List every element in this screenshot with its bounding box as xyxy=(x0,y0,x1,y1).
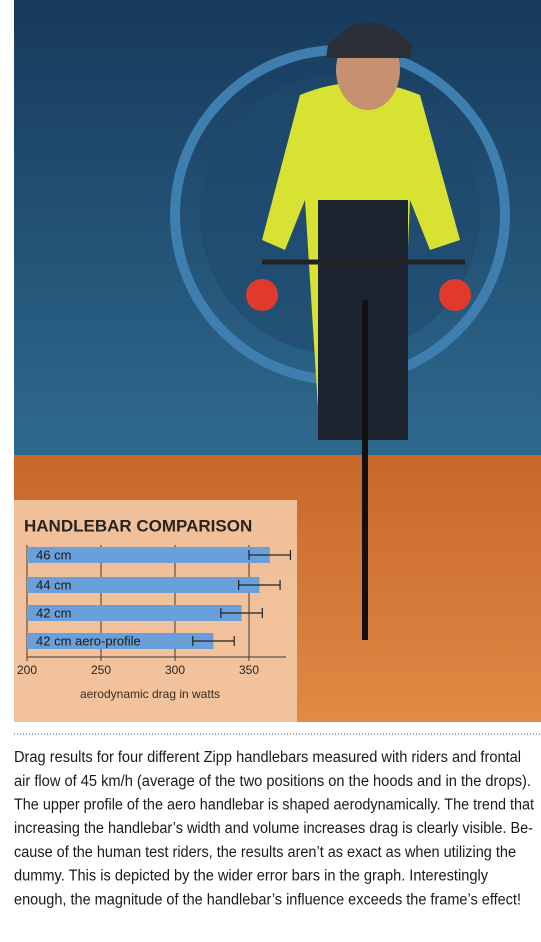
error-bar xyxy=(220,608,263,618)
bar xyxy=(27,633,214,649)
caption: Drag results for four different Zipp han… xyxy=(14,749,535,908)
caption-line: cause of the human test riders, the resu… xyxy=(14,844,516,861)
caption-line: enough, the magnitude of the handlebar’s… xyxy=(14,891,521,908)
x-tick-label: 200 xyxy=(17,663,37,677)
bar-label: 42 cm xyxy=(36,605,71,620)
chart-title: HANDLEBAR COMPARISON xyxy=(24,516,252,535)
caption-line: air flow of 45 km/h (average of the two … xyxy=(14,773,531,790)
glove xyxy=(246,279,278,311)
photo xyxy=(14,0,541,722)
caption-line: Drag results for four different Zipp han… xyxy=(14,749,521,766)
wheel xyxy=(362,300,368,640)
bar-label: 46 cm xyxy=(36,547,71,562)
helmet xyxy=(326,22,412,58)
caption-line: The upper profile of the aero handlebar … xyxy=(14,796,535,813)
bar xyxy=(27,547,270,563)
x-tick-label: 250 xyxy=(91,663,111,677)
caption-line: increasing the handlebar’s width and vol… xyxy=(14,820,533,837)
caption-line: dummy. This is depicted by the wider err… xyxy=(14,868,488,885)
bar-label: 44 cm xyxy=(36,577,71,592)
error-bar xyxy=(192,636,235,646)
error-bar xyxy=(238,580,281,590)
error-bar xyxy=(248,550,292,560)
glove xyxy=(439,279,471,311)
bar xyxy=(27,605,242,621)
bar-label: 42 cm aero-profile xyxy=(36,633,141,648)
x-axis-label: aerodynamic drag in watts xyxy=(80,687,220,701)
x-tick-label: 350 xyxy=(239,663,259,677)
bar xyxy=(27,577,260,593)
x-tick-label: 300 xyxy=(165,663,185,677)
